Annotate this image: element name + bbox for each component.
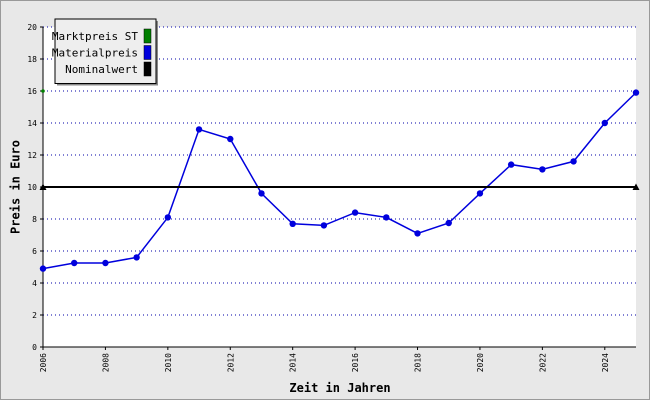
point <box>258 190 265 197</box>
y-tick-label: 0 <box>32 343 37 352</box>
x-tick-label: 2006 <box>39 353 48 372</box>
y-tick-label: 16 <box>27 87 37 96</box>
y-tick-label: 14 <box>27 119 37 128</box>
x-tick-label: 2024 <box>601 353 610 372</box>
x-tick-label: 2010 <box>164 353 173 372</box>
legend-label: Marktpreis ST <box>52 30 138 43</box>
legend-swatch <box>143 28 152 44</box>
legend-swatch <box>143 45 152 60</box>
legend-swatch <box>143 61 152 77</box>
y-tick-label: 4 <box>32 279 37 288</box>
point <box>289 220 296 227</box>
point <box>133 254 140 261</box>
point <box>164 214 172 221</box>
y-tick-label: 18 <box>27 55 37 64</box>
x-tick-label: 2020 <box>476 353 485 372</box>
x-tick-label: 2008 <box>101 353 110 372</box>
point <box>507 161 515 168</box>
point <box>601 119 608 127</box>
point <box>71 259 78 267</box>
point <box>102 259 109 267</box>
point <box>445 219 452 227</box>
point <box>320 222 328 229</box>
point <box>476 190 484 197</box>
y-tick-label: 10 <box>27 183 37 192</box>
legend-label: Materialpreis <box>52 47 138 60</box>
point <box>414 230 421 237</box>
point <box>41 89 45 93</box>
x-tick-label: 2022 <box>538 353 547 372</box>
x-tick-label: 2014 <box>289 353 298 372</box>
y-tick-label: 6 <box>32 247 37 256</box>
y-tick-label: 12 <box>27 151 37 160</box>
point <box>632 89 640 96</box>
point <box>39 183 47 190</box>
y-tick-label: 2 <box>32 311 37 320</box>
x-axis-label: Zeit in Jahren <box>289 381 390 395</box>
y-tick-label: 8 <box>32 215 37 224</box>
y-axis-label: Preis in Euro <box>9 140 23 234</box>
legend: Marktpreis ST Materialpreis Nominalwert <box>52 18 158 86</box>
x-tick-label: 2018 <box>414 353 423 372</box>
point <box>39 265 47 272</box>
x-tick-label: 2012 <box>226 353 235 372</box>
point <box>351 209 359 216</box>
point <box>383 214 390 221</box>
point <box>539 166 546 173</box>
point <box>227 135 234 143</box>
legend-box <box>54 18 157 84</box>
y-tick-label: 20 <box>27 23 37 32</box>
x-tick-label: 2016 <box>351 353 360 372</box>
point <box>195 126 203 133</box>
point <box>632 183 640 190</box>
series-line <box>42 92 637 270</box>
point <box>570 158 577 165</box>
legend-label: Nominalwert <box>65 63 138 76</box>
